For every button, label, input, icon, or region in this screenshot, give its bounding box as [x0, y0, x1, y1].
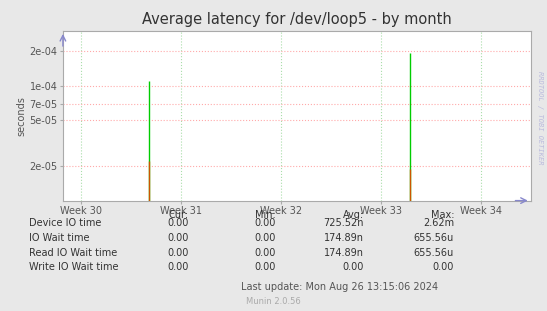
Text: Last update: Mon Aug 26 13:15:06 2024: Last update: Mon Aug 26 13:15:06 2024 [241, 282, 438, 292]
Text: 0.00: 0.00 [167, 233, 189, 243]
Text: 655.56u: 655.56u [414, 248, 454, 258]
Text: Read IO Wait time: Read IO Wait time [29, 248, 117, 258]
Text: Min:: Min: [255, 210, 276, 220]
Text: 655.56u: 655.56u [414, 233, 454, 243]
Text: 0.00: 0.00 [167, 218, 189, 228]
Text: 0.00: 0.00 [255, 233, 276, 243]
Text: 0.00: 0.00 [255, 218, 276, 228]
Text: Munin 2.0.56: Munin 2.0.56 [246, 297, 301, 306]
Title: Average latency for /dev/loop5 - by month: Average latency for /dev/loop5 - by mont… [142, 12, 452, 27]
Text: 174.89n: 174.89n [324, 248, 364, 258]
Text: 725.52n: 725.52n [323, 218, 364, 228]
Text: 0.00: 0.00 [342, 262, 364, 272]
Text: Avg:: Avg: [342, 210, 364, 220]
Text: 0.00: 0.00 [167, 248, 189, 258]
Text: 0.00: 0.00 [433, 262, 454, 272]
Text: Device IO time: Device IO time [29, 218, 101, 228]
Y-axis label: seconds: seconds [16, 96, 26, 136]
Text: 2.62m: 2.62m [423, 218, 454, 228]
Text: RRDTOOL / TOBI OETIKER: RRDTOOL / TOBI OETIKER [537, 72, 543, 165]
Text: 0.00: 0.00 [255, 248, 276, 258]
Text: 174.89n: 174.89n [324, 233, 364, 243]
Text: Cur:: Cur: [168, 210, 189, 220]
Text: 0.00: 0.00 [167, 262, 189, 272]
Text: Write IO Wait time: Write IO Wait time [29, 262, 119, 272]
Text: IO Wait time: IO Wait time [29, 233, 90, 243]
Text: 0.00: 0.00 [255, 262, 276, 272]
Text: Max:: Max: [430, 210, 454, 220]
